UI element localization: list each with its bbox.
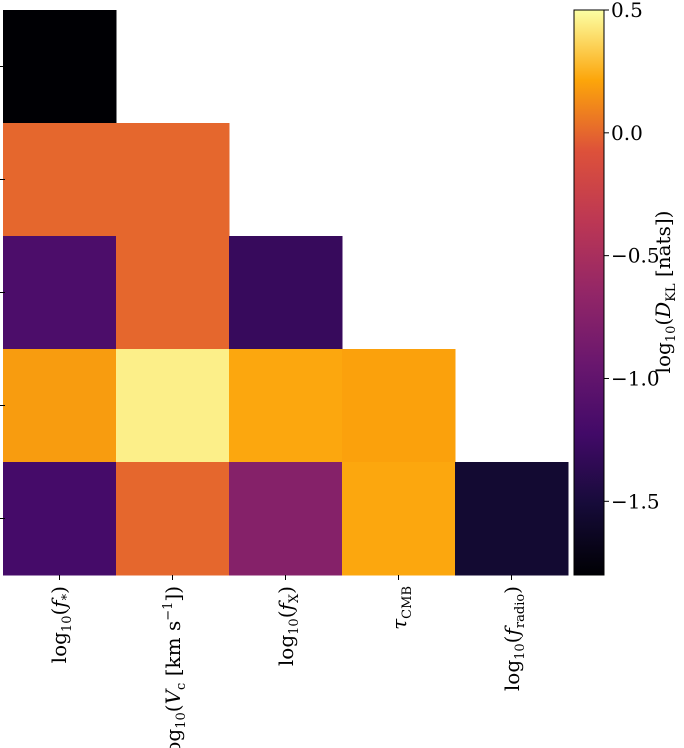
colorbar-tick-label-1: 0.0 (611, 121, 643, 145)
colorbar-gradient (573, 9, 605, 576)
heatmap-cell-r4-c2 (229, 462, 343, 576)
x-axis-ticks (59, 575, 512, 580)
heatmap-cell-r1-c0 (3, 123, 117, 237)
x-tick-labels: log10(f*) log10(Vc [km s−1]) log10(fX) τ… (47, 586, 528, 748)
heatmap-cell-r4-c3 (342, 462, 456, 576)
heatmap-cell-r4-c4 (455, 462, 569, 576)
colorbar-label: log10(DKL [nats]) (651, 211, 679, 374)
heatmap-cell-r4-c0 (3, 462, 117, 576)
colorbar-tick-label-3: −1.0 (611, 366, 660, 390)
x-tick-label-vc: log10(Vc [km s−1]) (161, 586, 189, 748)
colorbar-tick-label-0: 0.5 (611, 0, 643, 22)
heatmap-cell-r3-c0 (3, 349, 117, 463)
x-tick-label-f-radio: log10(fradio) (500, 586, 528, 691)
x-tick-label-tau-cmb: τCMB (387, 586, 415, 630)
heatmap-cell-r4-c1 (116, 462, 230, 576)
colorbar: 0.5 0.0 −0.5 −1.0 −1.5 log10(DKL [nats]) (573, 0, 679, 576)
colorbar-ticks: 0.5 0.0 −0.5 −1.0 −1.5 (604, 0, 660, 513)
heatmap-cell-r2-c0 (3, 236, 117, 350)
x-tick-label-fx: log10(fX) (274, 586, 302, 666)
colorbar-tick-label-4: −1.5 (611, 489, 660, 513)
heatmap-cell-r0-c0 (3, 10, 117, 124)
heatmap-cells (3, 10, 569, 576)
heatmap-cell-r2-c2 (229, 236, 343, 350)
heatmap-cell-r3-c2 (229, 349, 343, 463)
heatmap-cell-r1-c1 (116, 123, 230, 237)
heatmap-cell-r3-c3 (342, 349, 456, 463)
x-tick-label-f-star: log10(f*) (47, 586, 75, 663)
colorbar-tick-label-2: −0.5 (611, 244, 660, 268)
heatmap-cell-r2-c1 (116, 236, 230, 350)
heatmap-cell-r3-c1 (116, 349, 230, 463)
y-axis-ticks (0, 66, 5, 519)
